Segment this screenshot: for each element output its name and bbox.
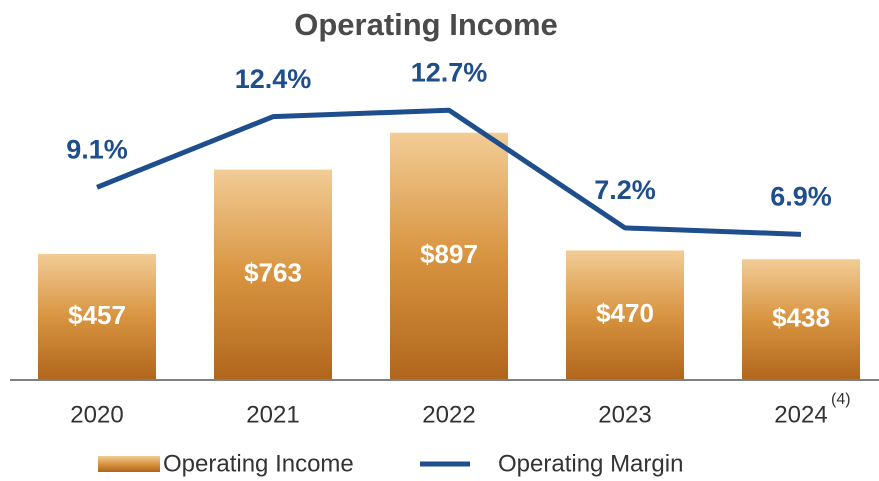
bar-value-label: $470 xyxy=(596,298,654,328)
bar-value-label: $763 xyxy=(244,258,302,288)
bar-value-label: $457 xyxy=(68,300,126,330)
legend-label: Operating Income xyxy=(163,450,354,477)
bar xyxy=(742,259,860,380)
line-value-label: 12.4% xyxy=(235,64,312,94)
legend-swatch xyxy=(98,456,160,472)
bar xyxy=(390,132,508,380)
x-tick-label: 2023 xyxy=(598,401,651,428)
line-value-label: 7.2% xyxy=(594,175,656,205)
x-tick-label: 2022 xyxy=(422,401,475,428)
bar xyxy=(566,250,684,380)
bar xyxy=(38,254,156,380)
x-tick-label: 2021 xyxy=(246,401,299,428)
line-value-label: 6.9% xyxy=(770,181,832,211)
x-tick-label: 2024 xyxy=(774,401,827,428)
bar xyxy=(214,169,332,380)
line-value-label: 12.7% xyxy=(411,57,488,87)
category-note: (4) xyxy=(831,391,851,408)
chart-title: Operating Income xyxy=(294,7,558,42)
margin-line xyxy=(96,107,802,237)
x-tick-label: 2020 xyxy=(70,401,123,428)
line-value-label: 9.1% xyxy=(66,134,128,164)
legend-label: Operating Margin xyxy=(498,450,683,477)
bar-value-label: $897 xyxy=(420,239,478,269)
bar-value-label: $438 xyxy=(772,302,830,332)
